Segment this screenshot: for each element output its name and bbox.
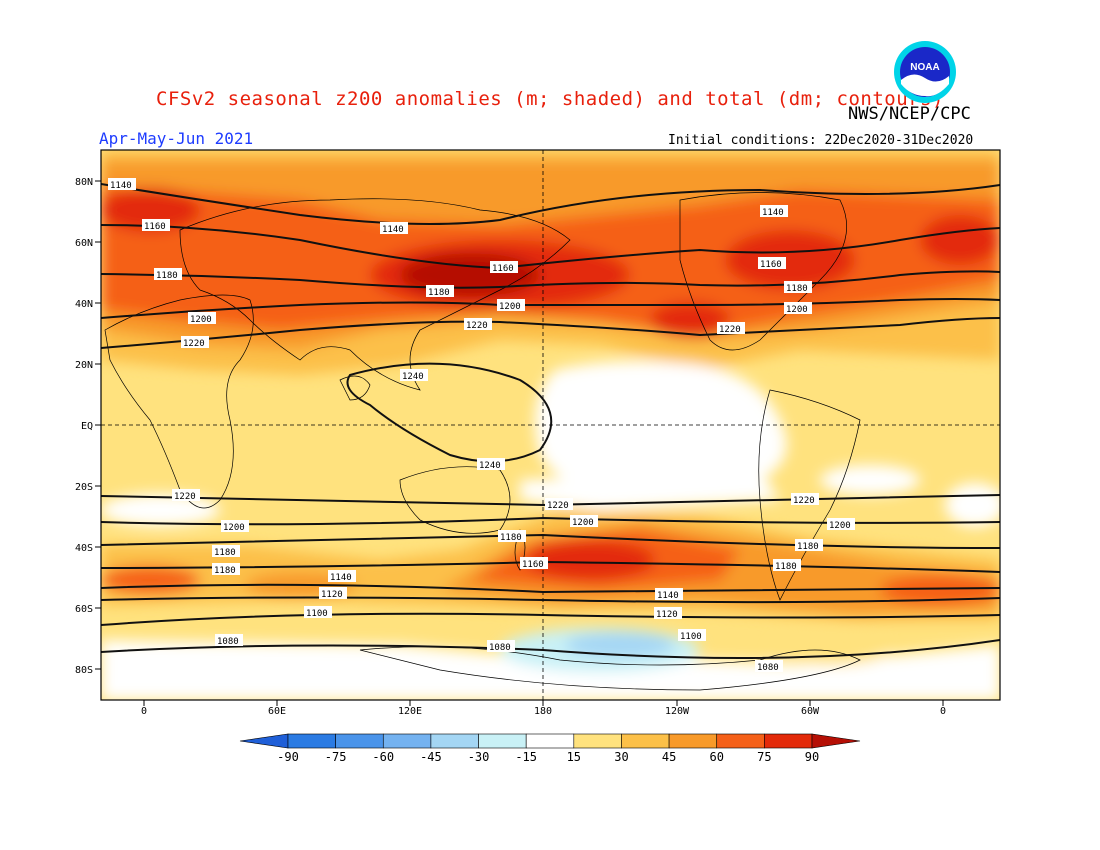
contour-label: 1180: [775, 562, 797, 572]
longitude-axis: 0 60E 120E 180 120W 60W 0: [141, 700, 946, 717]
colorbar-label: -45: [420, 750, 442, 764]
contour-label: 1140: [657, 591, 679, 601]
lon-label: 0: [141, 706, 147, 717]
forecast-period: Apr-May-Jun 2021: [99, 129, 254, 148]
contour-label: 1200: [499, 302, 521, 312]
contour-label: 1220: [719, 325, 741, 335]
contour-label: 1200: [223, 523, 245, 533]
lat-label: 40N: [75, 299, 93, 310]
lat-label: 80N: [75, 177, 93, 188]
contour-label: 1180: [786, 284, 808, 294]
contour-label: 1140: [382, 225, 404, 235]
colorbar-label: -90: [277, 750, 299, 764]
colorbar-swatch: [716, 733, 765, 749]
colorbar-swatch: [239, 733, 289, 749]
contour-label: 1140: [330, 573, 352, 583]
colorbar-label: 15: [567, 750, 581, 764]
initial-conditions: Initial conditions: 22Dec2020-31Dec2020: [668, 133, 974, 148]
contour-label: 1180: [214, 548, 236, 558]
colorbar-swatch: [668, 733, 718, 749]
lat-label: 20N: [75, 360, 93, 371]
contour-label: 1220: [793, 496, 815, 506]
contour-label: 1180: [428, 288, 450, 298]
colorbar-swatch: [382, 733, 432, 749]
colorbar-swatch: [621, 733, 670, 749]
contour-labels: 1140 1140 1140 1160 1160 1160 1180 1180 …: [108, 178, 855, 673]
colorbar-swatch: [573, 733, 622, 749]
contour-label: 1200: [190, 315, 212, 325]
lat-label: 40S: [75, 543, 93, 554]
contour-label: 1200: [829, 521, 851, 531]
contour-label: 1140: [762, 208, 784, 218]
colorbar-swatch: [430, 733, 479, 749]
contour-label: 1160: [492, 264, 514, 274]
colorbar-label: -30: [468, 750, 490, 764]
lon-label: 180: [534, 706, 552, 717]
contour-label: 1080: [217, 637, 239, 647]
contour-label: 1240: [479, 461, 501, 471]
contour-label: 1220: [466, 321, 488, 331]
contour-label: 1100: [306, 609, 328, 619]
contour-label: 1080: [757, 663, 779, 673]
colorbar-swatch: [764, 733, 813, 749]
logo-text: NOAA: [910, 62, 939, 73]
contour-label: 1120: [321, 590, 343, 600]
colorbar-label: -60: [372, 750, 394, 764]
colorbar-label: 90: [805, 750, 819, 764]
contour-label: 1180: [156, 271, 178, 281]
lon-label: 120W: [665, 706, 690, 717]
noaa-logo-icon: NOAA: [894, 41, 956, 103]
colorbar-label: 60: [710, 750, 724, 764]
colorbar-label: 30: [614, 750, 628, 764]
colorbar-label: -15: [515, 750, 537, 764]
colorbar: -90 -75 -60 -45 -30 -15 15 30 45 60 75 90: [239, 733, 861, 764]
contour-label: 1180: [500, 533, 522, 543]
colorbar-swatch: [525, 733, 575, 749]
colorbar-swatch: [287, 733, 336, 749]
lon-label: 120E: [398, 706, 422, 717]
contour-label: 1200: [786, 305, 808, 315]
lon-label: 60W: [801, 706, 820, 717]
contour-label: 1100: [680, 632, 702, 642]
chart-title: CFSv2 seasonal z200 anomalies (m; shaded…: [156, 88, 944, 110]
lat-label: 20S: [75, 482, 93, 493]
contour-label: 1200: [572, 518, 594, 528]
contour-label: 1220: [547, 501, 569, 511]
lon-label: 60E: [268, 706, 286, 717]
contour-label: 1160: [760, 260, 782, 270]
agency-label: NWS/NCEP/CPC: [848, 104, 971, 124]
lat-label: EQ: [81, 421, 93, 432]
contour-label: 1160: [144, 222, 166, 232]
colorbar-swatch: [335, 733, 384, 749]
contour-label: 1220: [183, 339, 205, 349]
colorbar-label: 75: [757, 750, 771, 764]
contour-label: 1180: [214, 566, 236, 576]
lon-label: 0: [940, 706, 946, 717]
contour-label: 1160: [522, 560, 544, 570]
colorbar-swatch: [811, 733, 861, 749]
lat-label: 80S: [75, 665, 93, 676]
contour-label: 1120: [656, 610, 678, 620]
contour-label: 1180: [797, 542, 819, 552]
colorbar-label: -75: [325, 750, 347, 764]
colorbar-swatch: [478, 733, 527, 749]
contour-label: 1080: [489, 643, 511, 653]
latitude-axis: 80N 60N 40N 20N EQ 20S 40S 60S 80S: [75, 177, 101, 676]
colorbar-label: 45: [662, 750, 676, 764]
contour-label: 1220: [174, 492, 196, 502]
lat-label: 60N: [75, 238, 93, 249]
contour-label: 1240: [402, 372, 424, 382]
contour-label: 1140: [110, 181, 132, 191]
lat-label: 60S: [75, 604, 93, 615]
